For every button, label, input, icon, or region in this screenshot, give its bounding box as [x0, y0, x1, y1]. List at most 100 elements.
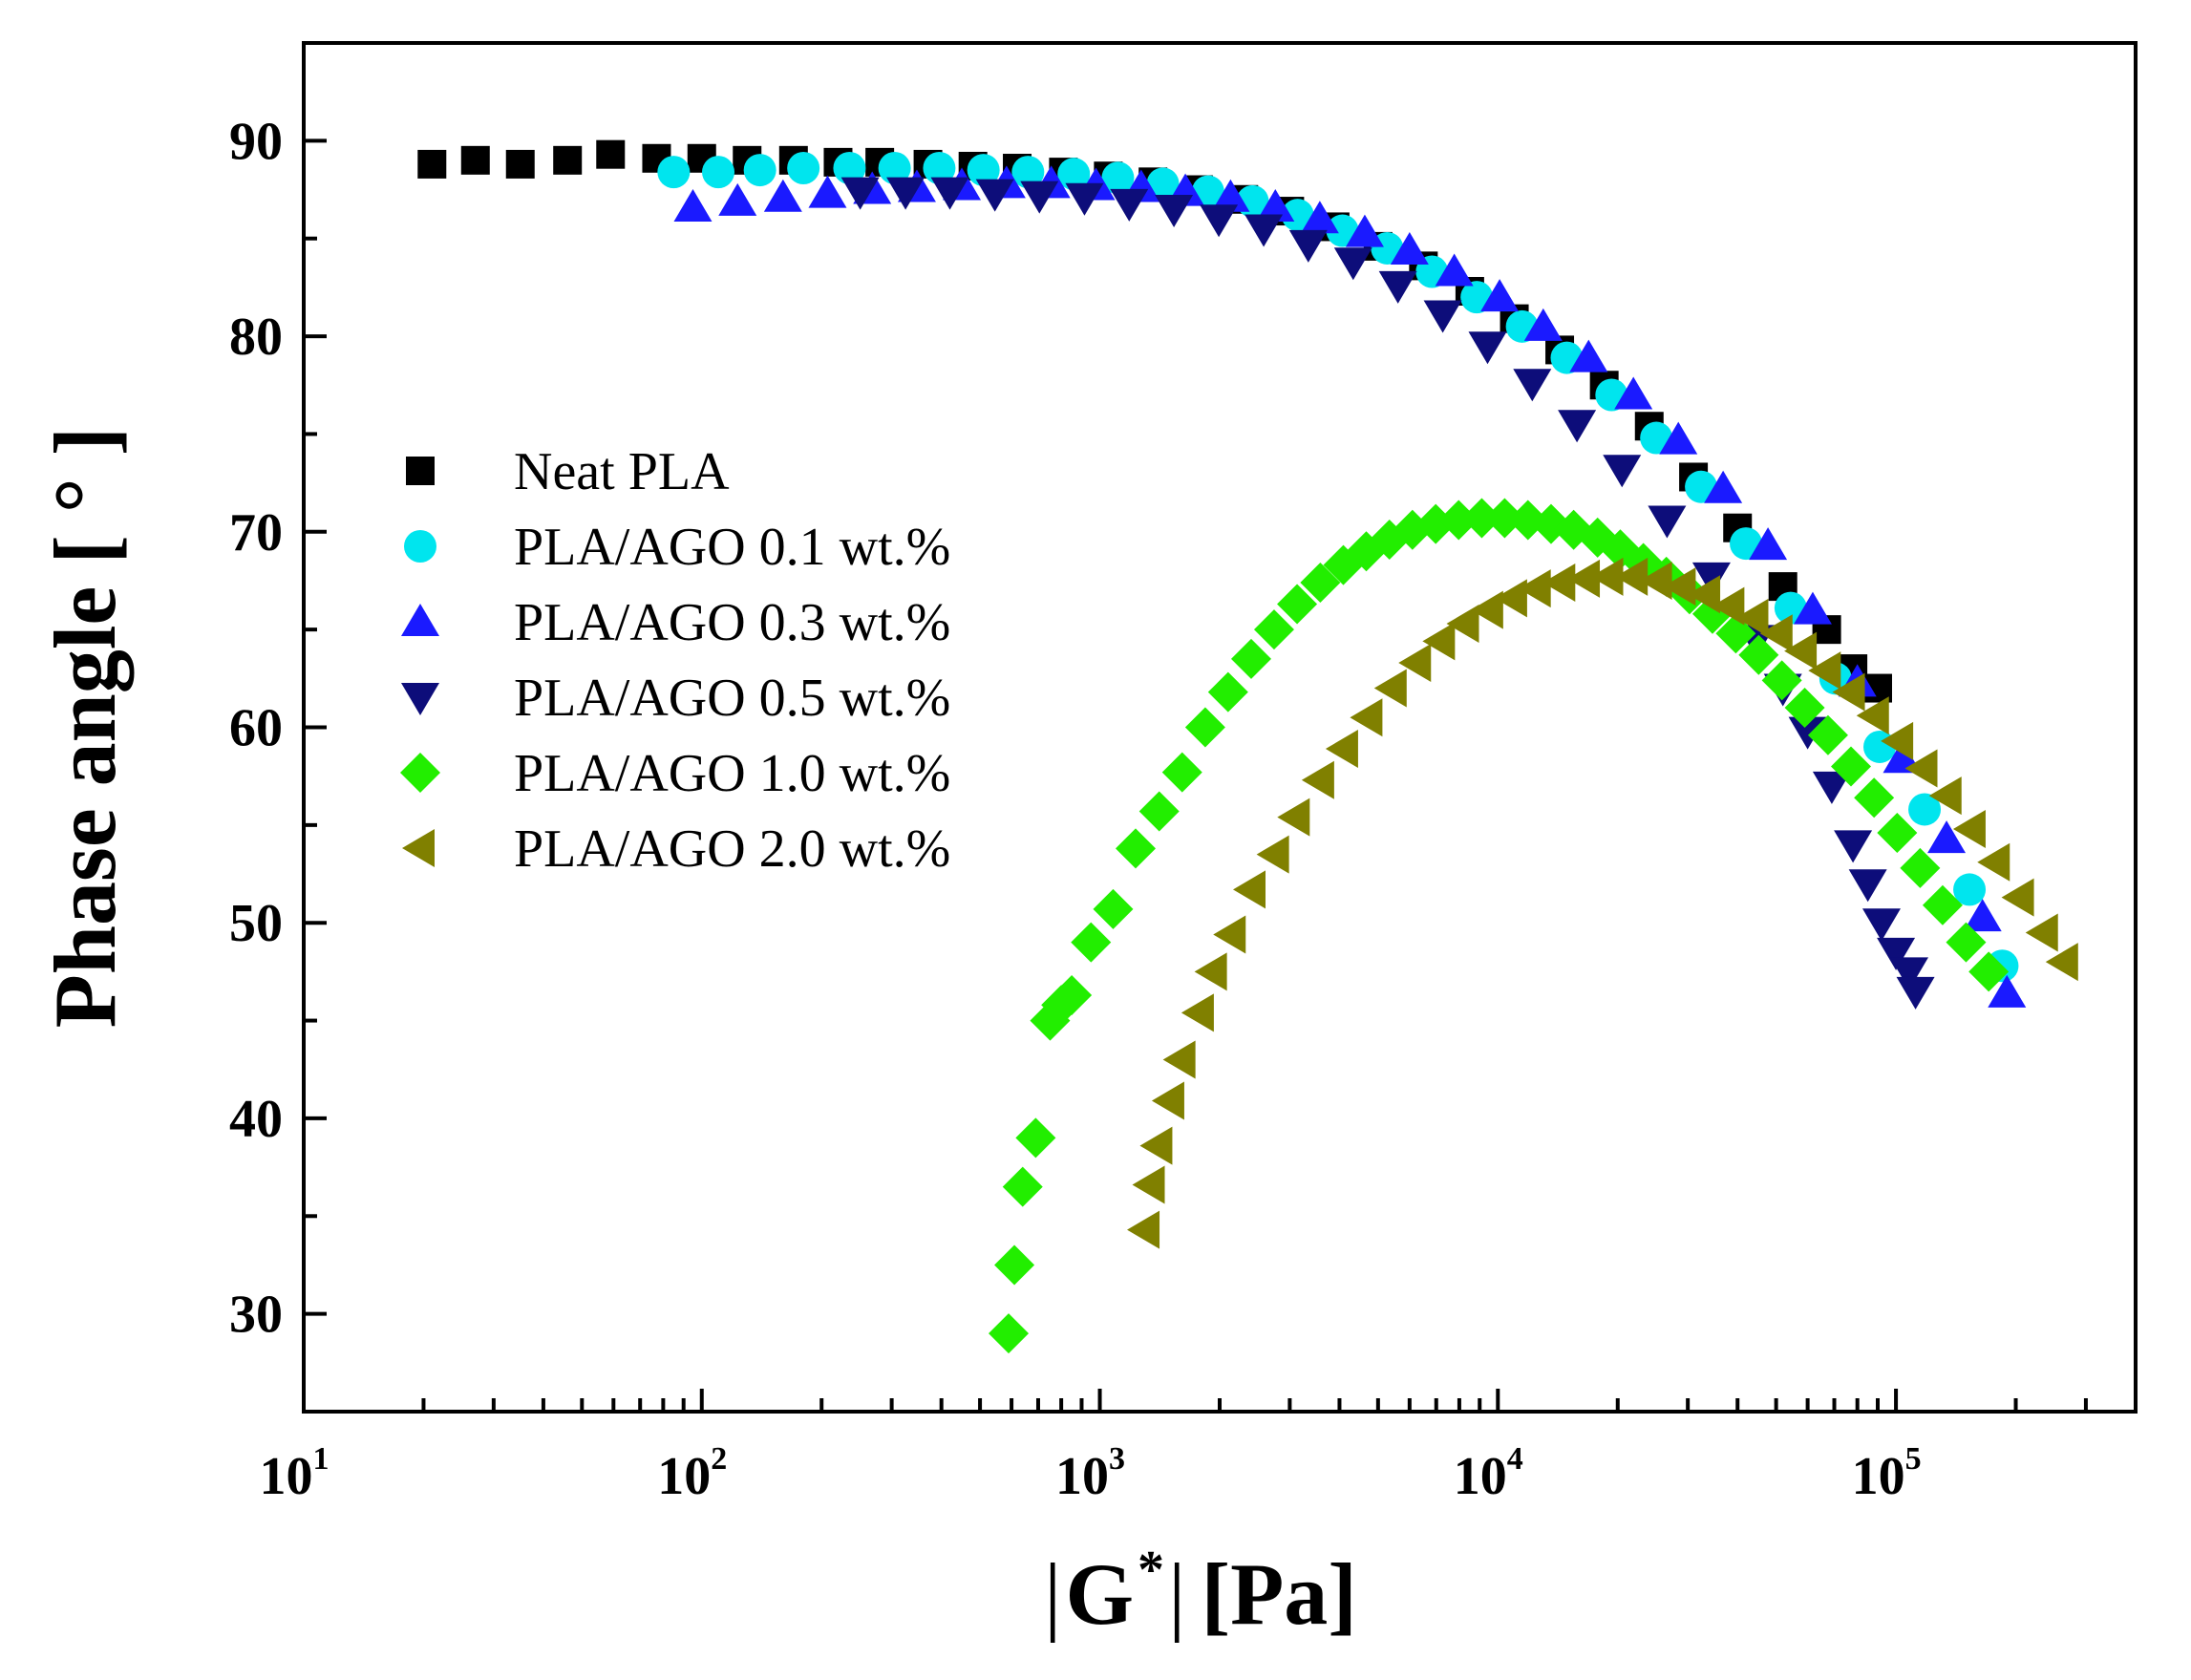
data-point: [1470, 590, 1503, 629]
data-point: [1446, 605, 1479, 644]
data-point: [1904, 749, 1938, 788]
data-point: [1253, 609, 1294, 650]
data-point: [1184, 707, 1225, 748]
data-point: [1194, 952, 1227, 991]
data-point: [1896, 976, 1935, 1010]
data-point: [1181, 993, 1214, 1032]
data-point: [1908, 793, 1942, 826]
data-point: [1350, 698, 1383, 737]
data-point: [1749, 527, 1788, 561]
data-point: [1207, 671, 1248, 712]
data-point: [596, 139, 626, 169]
legend-marker: [400, 753, 440, 793]
data-point: [1659, 421, 1698, 455]
data-point: [743, 154, 776, 187]
legend-marker: [404, 530, 436, 563]
data-point: [1461, 498, 1502, 539]
data-point: [1927, 820, 1967, 854]
legend-label: PLA/AGO 0.1 wt.%: [514, 518, 950, 577]
data-point: [1325, 730, 1358, 769]
data-point: [1946, 922, 1987, 963]
data-point: [1300, 563, 1341, 604]
data-point: [1877, 813, 1918, 854]
y-tick-label: 80: [229, 308, 283, 367]
series-6: [1127, 557, 2078, 1249]
data-point: [1968, 951, 2010, 992]
data-point: [1890, 957, 1929, 990]
legend-entry: PLA/AGO 2.0 wt.%: [402, 819, 950, 879]
data-point: [1952, 809, 1986, 848]
y-tick-label: 60: [229, 699, 283, 758]
data-point: [1231, 638, 1272, 679]
legend-label: Neat PLA: [514, 442, 730, 501]
data-point: [1301, 760, 1334, 799]
data-point: [1071, 922, 1112, 963]
data-point: [1639, 561, 1672, 600]
data-point: [1567, 559, 1601, 598]
data-point: [2025, 913, 2058, 952]
data-point: [1861, 908, 1901, 942]
data-point: [1151, 1081, 1184, 1120]
data-point: [1015, 1117, 1056, 1159]
data-point: [417, 149, 447, 179]
data-point: [460, 145, 490, 175]
data-point: [1928, 776, 1962, 816]
data-point: [1848, 869, 1887, 903]
data-point: [1558, 410, 1597, 443]
data-point: [1146, 167, 1180, 201]
data-point: [975, 179, 1014, 212]
data-point: [808, 175, 847, 208]
data-point: [1138, 791, 1180, 832]
data-point: [1345, 214, 1384, 247]
data-point: [1784, 688, 1825, 729]
data-point: [553, 145, 583, 175]
data-point: [1300, 201, 1339, 234]
x-title-unit: [Pa]: [1201, 1545, 1356, 1643]
x-title-sup: *: [1138, 1541, 1164, 1600]
data-point: [1052, 974, 1093, 1015]
y-tick-label: 90: [229, 112, 283, 171]
y-tick-label: 50: [229, 894, 283, 953]
data-point: [886, 177, 925, 210]
data-point: [1277, 797, 1310, 837]
data-marks: [417, 139, 2078, 1354]
data-point: [1988, 974, 2027, 1008]
data-point: [1200, 204, 1239, 238]
data-point: [1480, 279, 1520, 312]
legend-entry: PLA/AGO 0.5 wt.%: [401, 669, 950, 728]
data-point: [1110, 188, 1149, 222]
data-point: [1161, 752, 1202, 793]
legend-marker: [402, 829, 435, 867]
data-point: [1057, 158, 1091, 191]
y-tick-label: 30: [229, 1286, 283, 1345]
data-point: [1900, 847, 1941, 888]
data-point: [1256, 188, 1295, 222]
data-point: [702, 156, 735, 189]
x-tick-label: 105: [1852, 1441, 1922, 1506]
data-point: [1881, 721, 1914, 760]
data-point: [1288, 229, 1328, 263]
legend-label: PLA/AGO 0.3 wt.%: [514, 593, 950, 652]
y-axis: 30 40 50 60 70 80 90: [229, 41, 327, 1414]
x-tick-label: 102: [657, 1441, 727, 1506]
x-title-bar-left: |: [1044, 1545, 1061, 1643]
legend: Neat PLA PLA/AGO 0.1 wt.% PLA/AGO 0.3 wt.%…: [400, 442, 950, 879]
data-point: [1373, 669, 1407, 708]
x-tick-label: 103: [1055, 1441, 1125, 1506]
data-point: [1963, 899, 2002, 932]
data-point: [1435, 253, 1474, 287]
data-point: [994, 1244, 1035, 1286]
data-point: [1398, 643, 1432, 682]
data-point: [1233, 870, 1266, 909]
data-point: [1738, 634, 1779, 675]
x-title-main: G: [1065, 1545, 1134, 1643]
data-point: [673, 188, 713, 222]
data-point: [1542, 564, 1576, 603]
data-point: [1162, 1040, 1196, 1079]
legend-marker: [401, 683, 439, 715]
data-point: [1688, 575, 1721, 614]
data-point: [1788, 716, 1827, 750]
y-axis-title: Phase angle [ ° ]: [36, 427, 134, 1029]
data-point: [505, 149, 535, 179]
